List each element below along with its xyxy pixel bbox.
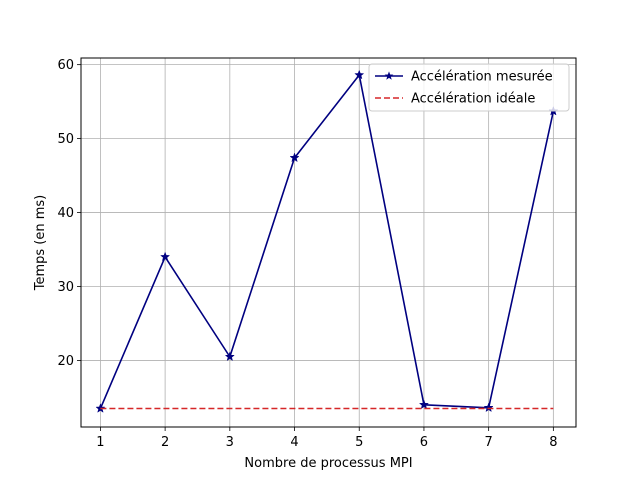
- y-tick-label: 40: [57, 206, 74, 221]
- x-tick-label: 5: [355, 435, 363, 450]
- axis-ticks: 1 2 3 4 5 6 7 8 20 30 40 50 60: [57, 58, 557, 450]
- y-tick-label: 60: [57, 58, 74, 73]
- plot-frame: [80, 57, 577, 428]
- data-point: [354, 69, 365, 80]
- y-tick-label: 20: [57, 354, 74, 369]
- data-point: [160, 251, 171, 262]
- data-point: [418, 399, 429, 410]
- legend-entry: Accélération idéale: [411, 92, 535, 107]
- data-point: [289, 152, 300, 163]
- x-tick-label: 7: [485, 435, 493, 450]
- series-line: [99, 74, 555, 409]
- y-tick-label: 30: [57, 280, 74, 295]
- x-tick-label: 8: [549, 435, 557, 450]
- legend-box: [368, 63, 570, 112]
- x-axis-label: Nombre de processus MPI: [244, 456, 412, 471]
- data-point: [224, 351, 235, 362]
- y-tick-label: 50: [57, 132, 74, 147]
- x-tick-label: 6: [420, 435, 428, 450]
- x-tick-label: 2: [161, 435, 169, 450]
- legend-marker: [384, 71, 394, 80]
- x-tick-label: 4: [290, 435, 298, 450]
- x-tick-label: 1: [96, 435, 104, 450]
- legend: Accélération mesurée Accélération idéale: [368, 63, 570, 112]
- data-point: [483, 402, 494, 413]
- x-tick-label: 3: [226, 435, 234, 450]
- y-axis-label: Temps (en ms): [33, 195, 48, 292]
- legend-entry: Accélération mesurée: [411, 70, 553, 85]
